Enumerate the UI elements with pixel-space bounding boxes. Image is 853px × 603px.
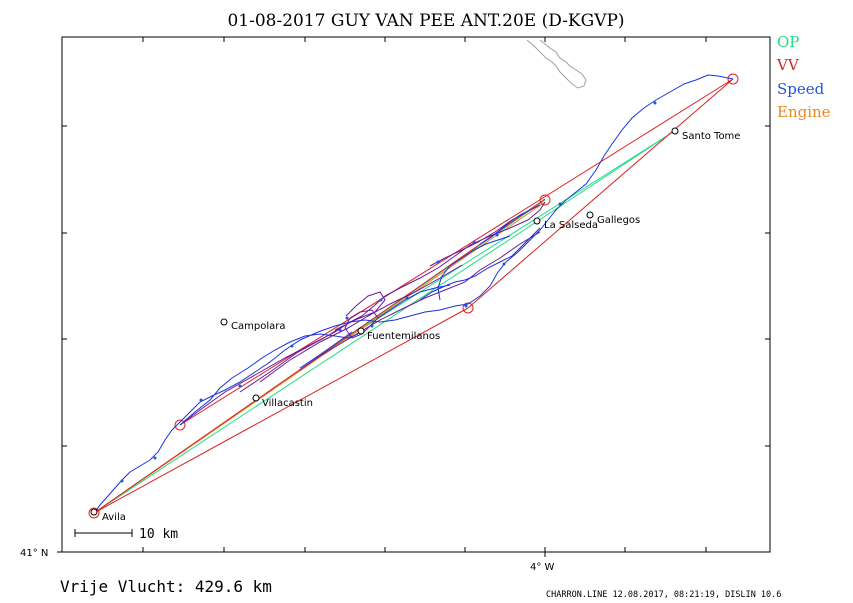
free-flight-distance: Vrije Vlucht: 429.6 km — [60, 577, 272, 596]
right-ticks — [765, 125, 770, 447]
scale-bar — [74, 529, 133, 537]
top-ticks — [142, 37, 707, 42]
reservoir-outline — [526, 39, 587, 89]
place-markers — [90, 127, 679, 516]
place-label-avila: Avila — [102, 512, 126, 523]
software-credit: CHARRON.LINE 12.08.2017, 08:21:19, DISLI… — [546, 590, 781, 600]
left-ticks — [57, 125, 67, 553]
map-frame — [61, 36, 771, 553]
latitude-label: 41° N — [20, 548, 48, 559]
flight-track-blue — [93, 74, 734, 514]
place-label-campolara: Campolara — [231, 321, 285, 332]
legend-vv: VV — [776, 56, 800, 74]
map-title: 01-08-2017 GUY VAN PEE ANT.20E (D-KGVP) — [227, 11, 624, 31]
place-label-gallegos: Gallegos — [597, 215, 640, 226]
place-label-la-salseda: La Salseda — [544, 220, 598, 231]
op-task-lines — [93, 131, 674, 514]
legend-op: OP — [777, 33, 799, 51]
flight-track-purple — [179, 201, 546, 426]
bottom-ticks — [61, 547, 707, 557]
place-label-fuentemilanos: Fuentemilanos — [367, 331, 440, 342]
vv-task-lines — [93, 78, 734, 514]
place-label-santo-tome: Santo Tome — [682, 131, 740, 142]
longitude-label: 4° W — [530, 562, 555, 573]
legend-speed: Speed — [777, 80, 825, 98]
track-markers — [120, 101, 657, 483]
place-label-villacastin: Villacastin — [262, 398, 313, 409]
scale-bar-label: 10 km — [139, 527, 178, 542]
legend-engine: Engine — [777, 103, 831, 121]
vv-turnpoints — [88, 73, 739, 519]
